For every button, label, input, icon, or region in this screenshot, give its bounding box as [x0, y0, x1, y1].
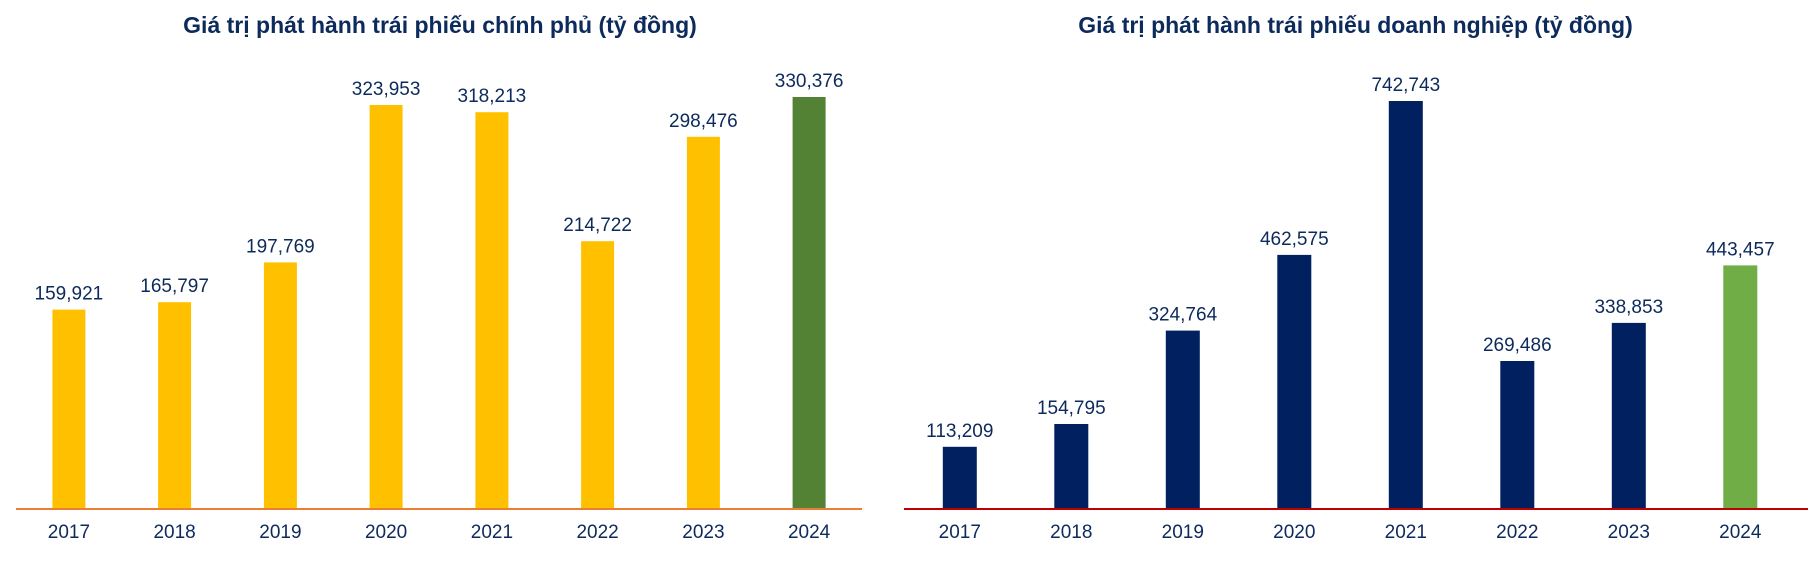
government-bond-chart: Giá trị phát hành trái phiếu chính phủ (…	[0, 0, 880, 578]
x-tick-2019: 2019	[1162, 522, 1204, 543]
x-tick-2022: 2022	[1496, 522, 1538, 543]
bar-2017	[52, 309, 86, 509]
corporate-bond-plot: 113,209 2017 154,795 2018 324,764 2019 462,575…	[904, 75, 1808, 543]
x-tick-2019: 2019	[259, 522, 301, 543]
value-label-2023: 338,853	[1594, 297, 1663, 318]
bar-2022	[1500, 361, 1535, 509]
bar-2018	[158, 302, 192, 509]
value-label-2020: 323,953	[352, 79, 421, 100]
x-tick-2022: 2022	[576, 522, 618, 543]
value-label-2023: 298,476	[669, 111, 738, 132]
value-label-2019: 197,769	[246, 236, 315, 257]
x-tick-2024: 2024	[788, 522, 831, 543]
value-label-2024: 330,376	[775, 71, 844, 92]
bar-2021	[475, 112, 509, 509]
x-tick-2023: 2023	[1608, 522, 1650, 543]
corporate-bond-chart: Giá trị phát hành trái phiếu doanh nghiệ…	[900, 0, 1811, 578]
x-tick-2021: 2021	[1385, 522, 1427, 543]
bar-2024	[792, 97, 826, 509]
value-label-2018: 154,795	[1037, 398, 1106, 419]
bar-2023	[1611, 322, 1646, 509]
chart-title: Giá trị phát hành trái phiếu doanh nghiệ…	[1078, 12, 1633, 38]
x-tick-2021: 2021	[471, 522, 513, 543]
bar-2019	[263, 262, 297, 509]
x-tick-2020: 2020	[1273, 522, 1315, 543]
x-tick-2017: 2017	[48, 522, 90, 543]
value-label-2022: 214,722	[563, 215, 632, 236]
value-label-2021: 318,213	[458, 86, 527, 107]
bar-2024	[1723, 265, 1758, 509]
x-tick-2018: 2018	[153, 522, 195, 543]
bar-2020	[369, 105, 403, 509]
bar-2022	[581, 241, 615, 509]
x-tick-2020: 2020	[365, 522, 407, 543]
bar-2021	[1388, 101, 1423, 509]
value-label-2022: 269,486	[1483, 335, 1552, 356]
chart-title: Giá trị phát hành trái phiếu chính phủ (…	[183, 12, 697, 38]
government-bond-plot: 159,921 2017 165,797 2018 197,769 2019 323,953…	[16, 71, 862, 543]
x-tick-2017: 2017	[939, 522, 981, 543]
x-tick-2024: 2024	[1719, 522, 1762, 543]
bar-2020	[1277, 254, 1312, 509]
bar-2019	[1165, 330, 1200, 509]
value-label-2021: 742,743	[1371, 75, 1440, 96]
x-tick-2018: 2018	[1050, 522, 1092, 543]
value-label-2019: 324,764	[1148, 305, 1217, 326]
value-label-2017: 159,921	[35, 284, 104, 305]
value-label-2018: 165,797	[140, 276, 209, 297]
value-label-2024: 443,457	[1706, 239, 1775, 260]
bar-2018	[1054, 424, 1089, 509]
bar-2023	[686, 136, 720, 510]
value-label-2017: 113,209	[926, 421, 993, 442]
value-label-2020: 462,575	[1260, 229, 1329, 250]
x-tick-2023: 2023	[682, 522, 724, 543]
bar-2017	[942, 446, 977, 509]
